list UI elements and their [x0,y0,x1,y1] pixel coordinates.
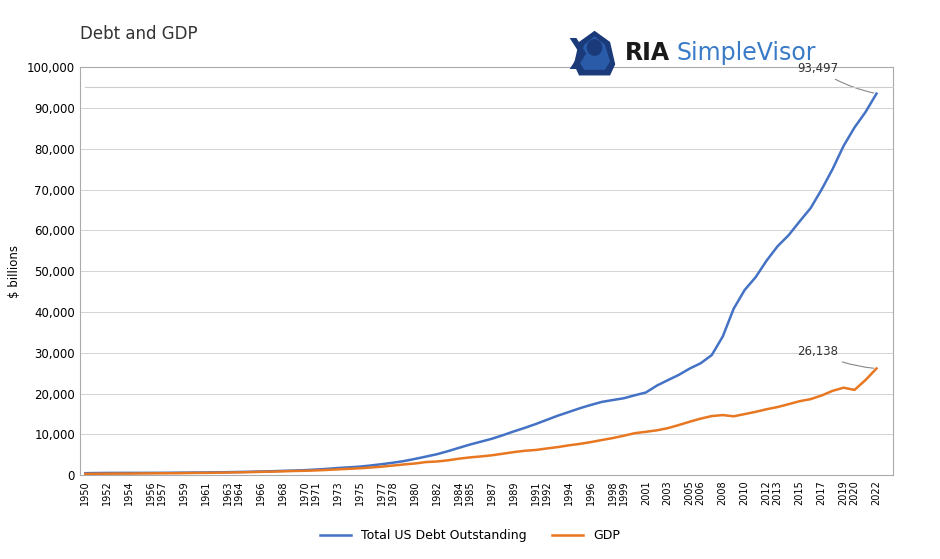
Polygon shape [573,31,616,75]
Text: SimpleVisor: SimpleVisor [677,41,816,65]
Text: 93,497: 93,497 [797,62,874,93]
Legend: Total US Debt Outstanding, GDP: Total US Debt Outstanding, GDP [315,524,625,547]
Polygon shape [579,36,610,70]
Text: ❯: ❯ [564,37,589,69]
Text: RIA: RIA [625,41,670,65]
Y-axis label: $ billions: $ billions [8,245,22,297]
Text: Debt and GDP: Debt and GDP [80,25,197,42]
Circle shape [587,39,603,56]
Text: 26,138: 26,138 [797,345,874,368]
